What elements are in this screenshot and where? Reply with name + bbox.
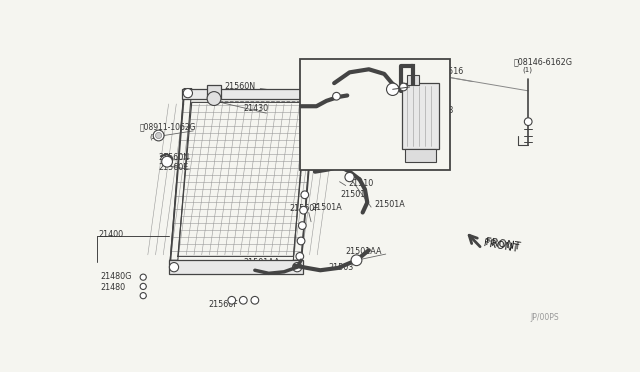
Circle shape — [387, 83, 399, 96]
Text: 21501A: 21501A — [311, 203, 342, 212]
Circle shape — [239, 296, 247, 304]
Text: 21510: 21510 — [348, 179, 373, 188]
Text: 21503: 21503 — [328, 263, 353, 272]
Text: (1): (1) — [522, 67, 532, 73]
Text: 21560F: 21560F — [289, 204, 319, 213]
Circle shape — [153, 130, 164, 141]
Text: 21400: 21400 — [99, 230, 124, 239]
Bar — [405, 148, 436, 163]
Circle shape — [345, 173, 354, 182]
Circle shape — [399, 83, 407, 91]
Circle shape — [140, 293, 147, 299]
Circle shape — [298, 222, 306, 230]
Circle shape — [156, 132, 162, 139]
Text: 21480: 21480 — [100, 283, 125, 292]
Circle shape — [183, 89, 193, 98]
Text: 21501: 21501 — [340, 190, 365, 199]
Bar — [207, 86, 221, 99]
Circle shape — [162, 156, 172, 167]
Text: ⓝ08911-1062G: ⓝ08911-1062G — [140, 122, 196, 132]
Text: 21501AA: 21501AA — [345, 247, 381, 256]
Circle shape — [300, 206, 307, 214]
Circle shape — [333, 92, 340, 100]
Text: 21560N: 21560N — [224, 82, 255, 91]
Text: 21480G: 21480G — [100, 272, 131, 281]
Circle shape — [140, 274, 147, 280]
Circle shape — [297, 237, 305, 245]
Text: 21515: 21515 — [324, 60, 349, 69]
Text: 21501E: 21501E — [376, 93, 406, 102]
Text: 21516: 21516 — [438, 67, 463, 76]
Text: (2): (2) — [149, 134, 159, 140]
Text: 21501A: 21501A — [374, 199, 405, 209]
Circle shape — [228, 296, 236, 304]
Text: 21560N: 21560N — [159, 153, 189, 161]
Circle shape — [351, 255, 362, 266]
Circle shape — [292, 263, 302, 272]
Text: JP/00PS: JP/00PS — [531, 314, 559, 323]
Circle shape — [307, 89, 316, 98]
Text: 21501AA: 21501AA — [243, 258, 280, 267]
Circle shape — [170, 263, 179, 272]
Text: 21430: 21430 — [243, 104, 268, 113]
Circle shape — [301, 191, 308, 199]
Text: 21501E: 21501E — [318, 100, 348, 109]
Bar — [168, 260, 303, 274]
Circle shape — [207, 92, 221, 106]
Circle shape — [251, 296, 259, 304]
Text: 21518: 21518 — [428, 106, 453, 115]
Circle shape — [524, 118, 532, 125]
Circle shape — [140, 283, 147, 289]
Circle shape — [296, 253, 303, 260]
Text: 21560E: 21560E — [159, 163, 189, 172]
Text: Ⓜ08146-6162G: Ⓜ08146-6162G — [513, 57, 573, 66]
Bar — [300, 58, 450, 170]
Text: FRONT: FRONT — [484, 237, 521, 251]
Bar — [182, 89, 316, 99]
Circle shape — [306, 93, 316, 104]
Text: FRONT: FRONT — [483, 238, 519, 254]
Bar — [402, 83, 439, 148]
Text: 21560F: 21560F — [209, 301, 238, 310]
Bar — [406, 76, 419, 85]
Text: 21560E: 21560E — [224, 92, 254, 101]
